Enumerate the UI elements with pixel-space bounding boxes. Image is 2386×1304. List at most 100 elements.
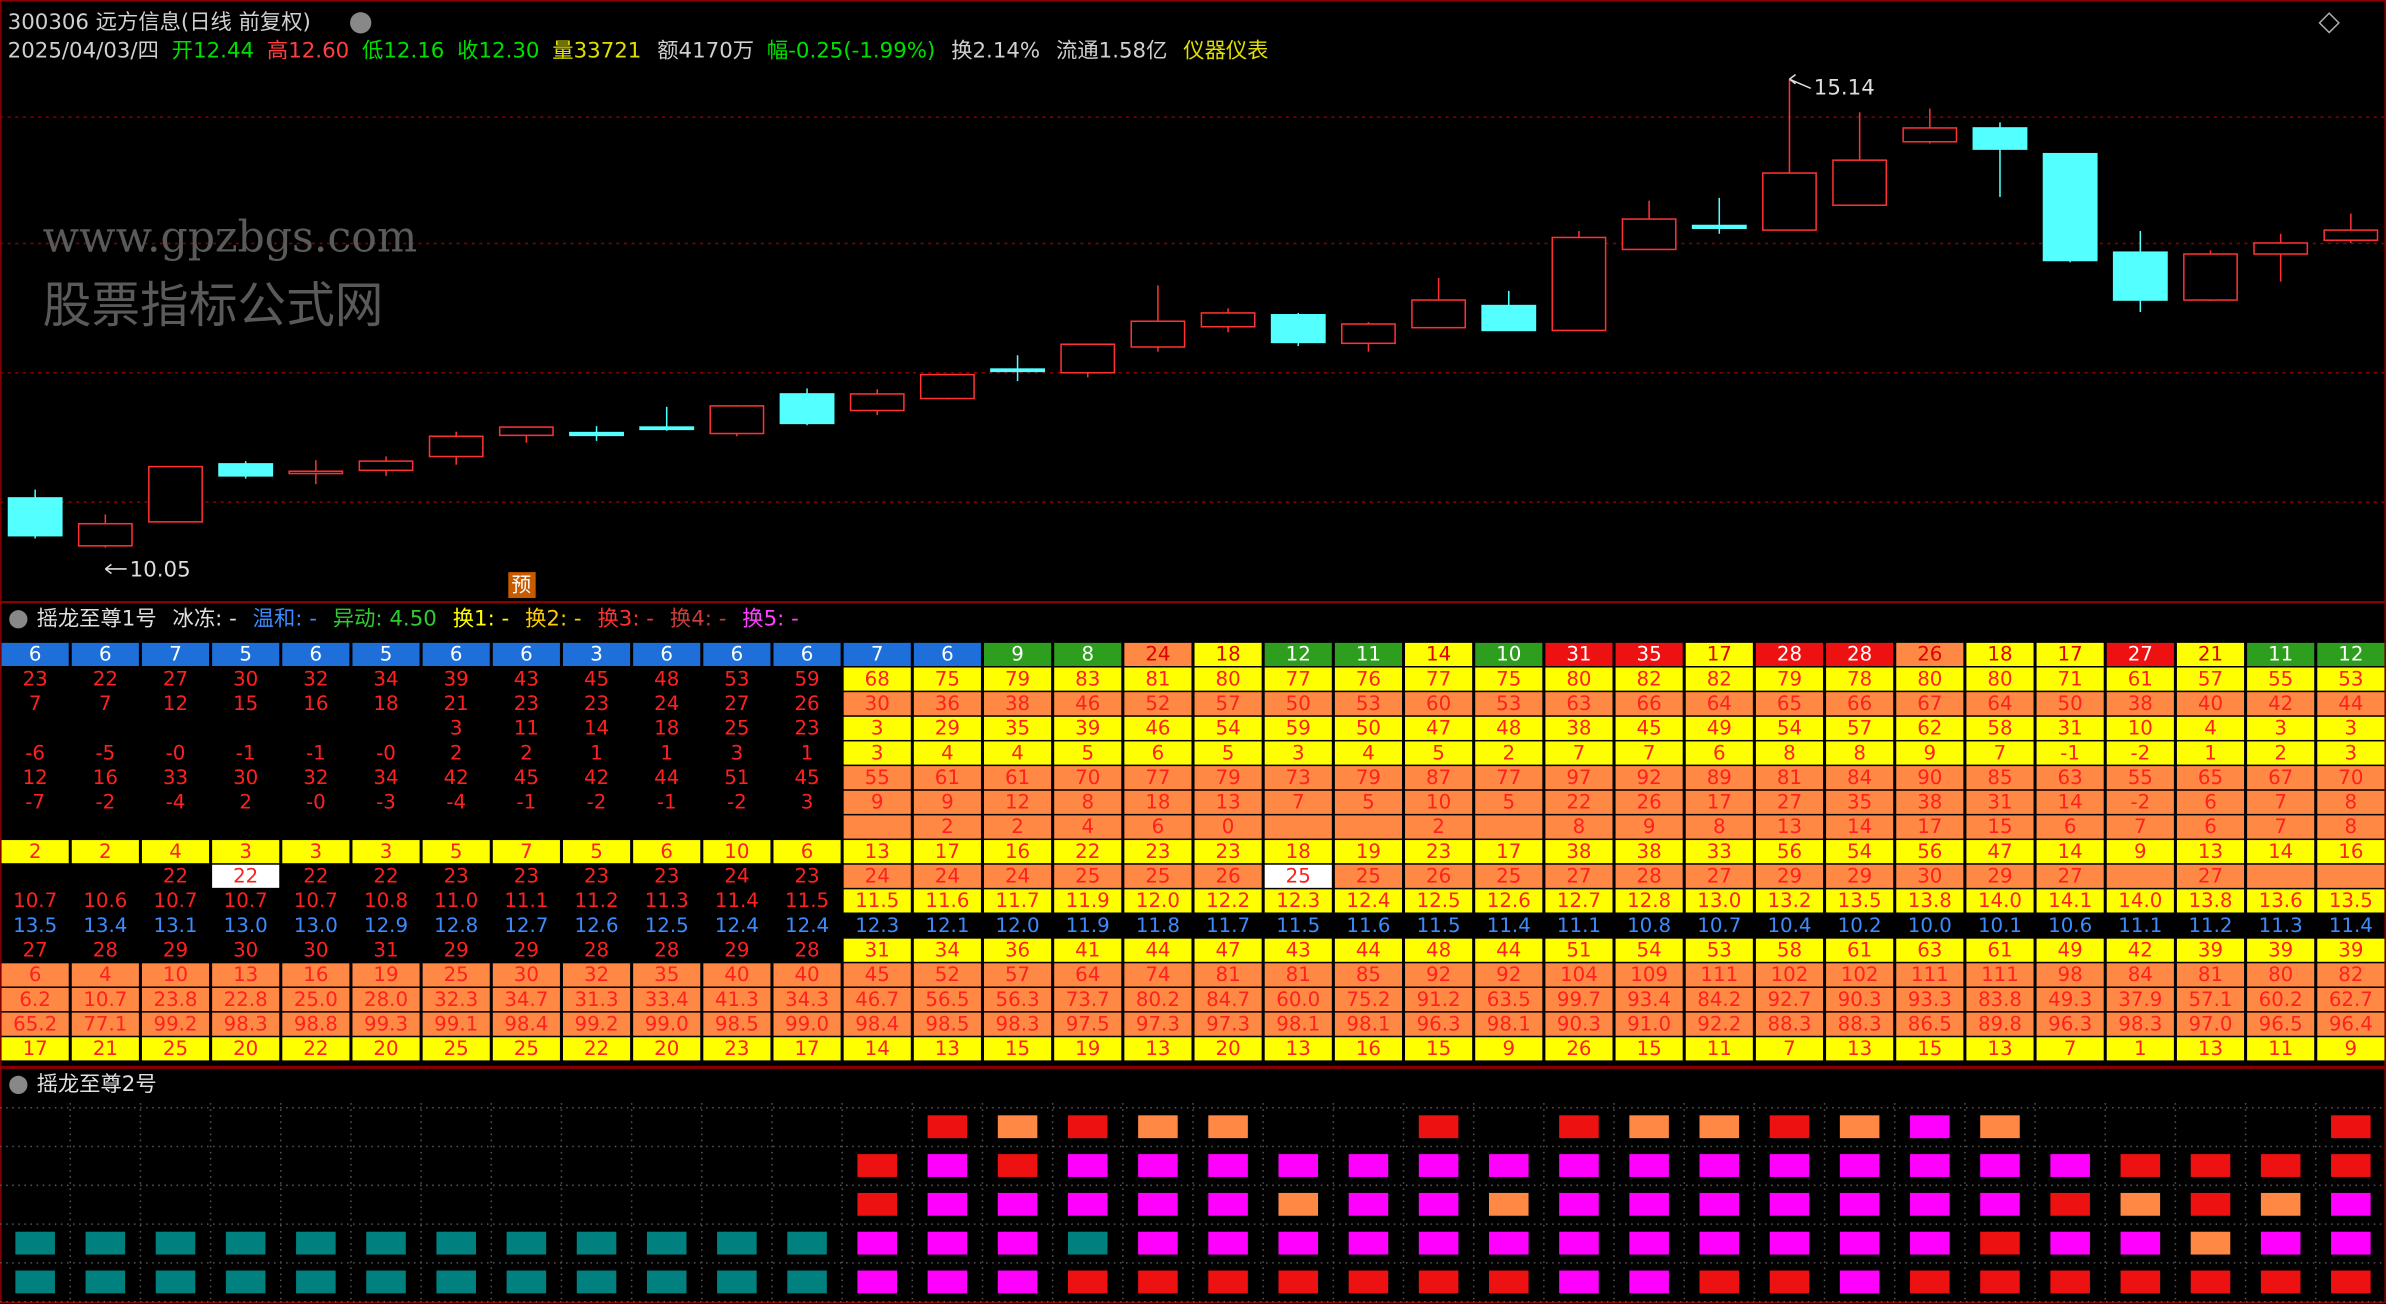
table-value: 98.3	[2118, 1012, 2162, 1035]
table-cell	[422, 1037, 490, 1061]
table-cell	[1124, 963, 1192, 987]
table-cell	[2176, 1012, 2245, 1036]
table-value: 27	[2198, 865, 2223, 888]
table-value: 80	[2268, 963, 2293, 986]
table-value: 5	[590, 840, 603, 863]
table-cell	[212, 716, 280, 740]
signal-block	[506, 1270, 547, 1294]
table-value: 9	[941, 791, 954, 814]
table-value: -3	[376, 791, 396, 814]
table-value: 12	[23, 766, 48, 789]
table-cell	[1264, 1037, 1332, 1061]
table-value: 111	[1911, 963, 1949, 986]
signal-block	[1488, 1192, 1529, 1216]
table-value: 97.3	[1206, 1012, 1250, 1035]
indicator-frame	[0, 601, 2386, 1068]
table-cell	[2317, 766, 2385, 790]
table-value: 22	[303, 865, 328, 888]
table-value: 6	[2204, 815, 2217, 838]
table-value: 13.5	[13, 914, 57, 937]
table-value: 52	[935, 963, 960, 986]
table-cell	[2036, 692, 2104, 716]
table-cell	[1545, 963, 1613, 987]
table-cell	[352, 938, 420, 962]
signal-block	[1067, 1231, 1108, 1255]
table-value: -4	[166, 791, 186, 814]
table-value: 15	[1005, 1037, 1030, 1060]
table-cell	[1124, 815, 1192, 839]
table-value: 9	[871, 791, 884, 814]
table-cell	[843, 815, 911, 839]
signal-block	[1910, 1270, 1950, 1294]
table-value: 57	[1005, 963, 1030, 986]
diamond-icon[interactable]	[2318, 12, 2340, 34]
table-cell	[773, 766, 841, 790]
table-value: 34.3	[785, 988, 829, 1011]
table-cell	[843, 716, 911, 740]
table-value: 26	[1917, 643, 1942, 666]
table-value: -2	[727, 791, 747, 814]
panel-icon[interactable]	[9, 1075, 28, 1095]
table-cell	[71, 840, 139, 864]
signal-block	[2331, 1192, 2371, 1216]
table-cell	[352, 642, 420, 666]
table-cell	[2247, 692, 2315, 716]
table-value: 54	[1637, 938, 1662, 961]
candle-body	[77, 522, 133, 547]
table-cell	[1264, 815, 1332, 839]
table-value: 12.8	[434, 914, 478, 937]
table-value: 16	[93, 766, 118, 789]
table-cell	[1896, 914, 1964, 938]
signal-block	[927, 1154, 968, 1177]
table-cell	[1, 914, 69, 938]
table-cell	[2036, 790, 2104, 814]
table-value: 16	[2338, 840, 2363, 863]
table-cell	[1685, 889, 1753, 913]
table-value: 81	[2198, 963, 2223, 986]
signal-block	[1138, 1115, 1178, 1139]
table-cell	[773, 790, 841, 814]
table-value: 20	[373, 1037, 398, 1060]
signal-block	[2260, 1270, 2301, 1294]
table-value: 57	[1216, 692, 1241, 715]
signal-block	[1208, 1231, 1248, 1255]
signal-block	[576, 1270, 617, 1294]
dropdown-icon[interactable]	[350, 12, 372, 34]
table-cell	[1264, 642, 1332, 666]
watermark: www.gpzbgs.com	[43, 212, 418, 262]
table-value: 54	[1216, 717, 1241, 740]
table-value: 3	[310, 840, 323, 863]
table-value: 76	[1356, 667, 1381, 690]
quote-open: 开12.44	[172, 39, 254, 64]
table-cell	[1545, 914, 1613, 938]
signal-block	[1559, 1231, 1599, 1255]
panel-icon[interactable]	[9, 610, 28, 629]
table-value: 13	[1847, 1037, 1872, 1060]
table-cell	[282, 914, 350, 938]
table-value: 21	[2198, 643, 2223, 666]
table-cell	[773, 1037, 841, 1061]
table-cell	[1685, 766, 1753, 790]
table-value: 28.0	[364, 988, 408, 1011]
candle-body	[148, 465, 203, 523]
table-cell	[492, 692, 560, 716]
table-value: 11.3	[2259, 914, 2303, 937]
table-value: 8	[1081, 643, 1094, 666]
table-value: 15	[1987, 815, 2012, 838]
table-cell	[1685, 667, 1753, 691]
table-value: 25	[444, 1037, 469, 1060]
table-value: 29	[1847, 865, 1872, 888]
table-value: 3	[731, 741, 744, 764]
table-value: 46	[1145, 717, 1170, 740]
table-cell	[2036, 1037, 2104, 1061]
table-cell	[71, 815, 139, 839]
table-value: 14	[584, 717, 609, 740]
table-value: 10.1	[1978, 914, 2022, 937]
table-cell	[773, 864, 841, 888]
signal-block	[1980, 1231, 2020, 1255]
table-cell	[1124, 716, 1192, 740]
signal-block	[2190, 1270, 2231, 1294]
table-value: 14	[2268, 840, 2293, 863]
table-cell	[1755, 692, 1824, 716]
table-value: 80	[1566, 667, 1591, 690]
